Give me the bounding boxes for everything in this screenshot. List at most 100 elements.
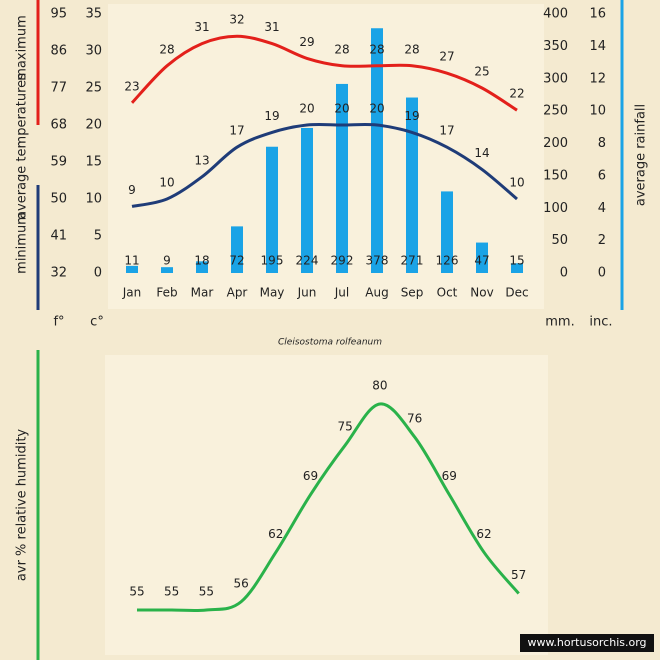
bar xyxy=(511,263,523,273)
value-label: 14 xyxy=(474,146,489,160)
tick-label: 5 xyxy=(94,229,102,244)
series-label: maximum xyxy=(15,15,30,81)
value-label: 55 xyxy=(164,585,179,599)
bar xyxy=(441,191,453,273)
unit-label: mm. xyxy=(545,315,574,330)
tick-label: 14 xyxy=(589,39,606,54)
value-label: 55 xyxy=(199,585,214,599)
value-label: 19 xyxy=(404,109,419,123)
tick-label: 2 xyxy=(598,233,606,248)
value-label: 72 xyxy=(229,254,244,268)
tick-label: 25 xyxy=(85,81,102,96)
tick-label: 10 xyxy=(589,104,606,119)
caption: Cleisostoma rolfeanum xyxy=(278,338,382,348)
tick-label: 35 xyxy=(85,7,102,22)
bar xyxy=(301,127,313,274)
bar xyxy=(336,83,348,274)
x-tick-label: May xyxy=(260,286,285,300)
y-axis-title: avr % relative humidity xyxy=(15,429,30,582)
bar xyxy=(126,265,138,273)
value-label: 28 xyxy=(159,42,174,56)
value-label: 17 xyxy=(439,124,454,138)
tick-label: 50 xyxy=(50,192,67,207)
value-label: 19 xyxy=(264,109,279,123)
value-label: 27 xyxy=(439,50,454,64)
tick-label: 300 xyxy=(543,71,568,86)
tick-label: 10 xyxy=(85,192,102,207)
value-label: 32 xyxy=(229,13,244,27)
bar xyxy=(371,28,383,274)
tick-label: 6 xyxy=(598,168,606,183)
tick-label: 0 xyxy=(94,266,102,281)
x-tick-label: Jan xyxy=(122,286,142,300)
value-label: 17 xyxy=(229,124,244,138)
value-label: 47 xyxy=(474,254,489,268)
x-tick-label: Apr xyxy=(227,286,248,300)
tick-label: 41 xyxy=(50,229,67,244)
value-label: 25 xyxy=(474,65,489,79)
y2-axis-title: average rainfall xyxy=(634,104,649,206)
tick-label: 12 xyxy=(589,71,606,86)
tick-label: 100 xyxy=(543,201,568,216)
x-tick-label: Feb xyxy=(156,286,177,300)
tick-label: 250 xyxy=(543,104,568,119)
unit-label: f° xyxy=(53,315,64,330)
value-label: 69 xyxy=(442,469,457,483)
bar xyxy=(476,242,488,273)
tick-label: 20 xyxy=(85,118,102,133)
value-label: 75 xyxy=(338,420,353,434)
x-tick-label: Mar xyxy=(191,286,214,300)
tick-label: 59 xyxy=(50,155,67,170)
tick-label: 30 xyxy=(85,44,102,59)
value-label: 22 xyxy=(509,87,524,101)
tick-label: 0 xyxy=(560,266,568,281)
bar xyxy=(196,261,208,273)
value-label: 62 xyxy=(268,527,283,541)
value-label: 224 xyxy=(296,254,319,268)
value-label: 28 xyxy=(369,42,384,56)
value-label: 10 xyxy=(509,176,524,190)
value-label: 20 xyxy=(299,102,314,116)
x-tick-label: Jul xyxy=(334,286,349,300)
value-label: 9 xyxy=(128,183,136,197)
value-label: 20 xyxy=(369,102,384,116)
tick-label: 8 xyxy=(598,136,606,151)
watermark-box xyxy=(520,634,654,652)
tick-label: 16 xyxy=(589,7,606,22)
value-label: 15 xyxy=(509,254,524,268)
tick-label: 77 xyxy=(50,81,67,96)
value-label: 23 xyxy=(124,79,139,93)
bar xyxy=(406,97,418,273)
value-label: 31 xyxy=(264,20,279,34)
bar xyxy=(161,267,173,273)
value-label: 28 xyxy=(404,42,419,56)
value-label: 56 xyxy=(233,576,248,590)
value-label: 69 xyxy=(303,469,318,483)
line xyxy=(131,122,518,208)
x-tick-label: Jun xyxy=(297,286,317,300)
x-tick-label: Nov xyxy=(470,286,493,300)
x-tick-label: Aug xyxy=(365,286,388,300)
x-tick-label: Oct xyxy=(437,286,458,300)
bar xyxy=(266,146,278,273)
watermark: www.hortusorchis.org xyxy=(527,636,646,649)
value-label: 126 xyxy=(436,254,459,268)
tick-label: 200 xyxy=(543,136,568,151)
value-label: 271 xyxy=(401,254,424,268)
tick-label: 95 xyxy=(50,7,67,22)
tick-label: 400 xyxy=(543,7,568,22)
value-label: 9 xyxy=(163,254,171,268)
bar xyxy=(231,226,243,273)
value-label: 13 xyxy=(194,153,209,167)
value-label: 10 xyxy=(159,176,174,190)
x-tick-label: Sep xyxy=(401,286,424,300)
unit-label: c° xyxy=(90,315,104,330)
line xyxy=(130,34,518,112)
value-label: 76 xyxy=(407,411,422,425)
value-label: 11 xyxy=(124,254,139,268)
value-label: 31 xyxy=(194,20,209,34)
value-label: 29 xyxy=(299,35,314,49)
value-label: 55 xyxy=(129,585,144,599)
line xyxy=(137,402,520,613)
